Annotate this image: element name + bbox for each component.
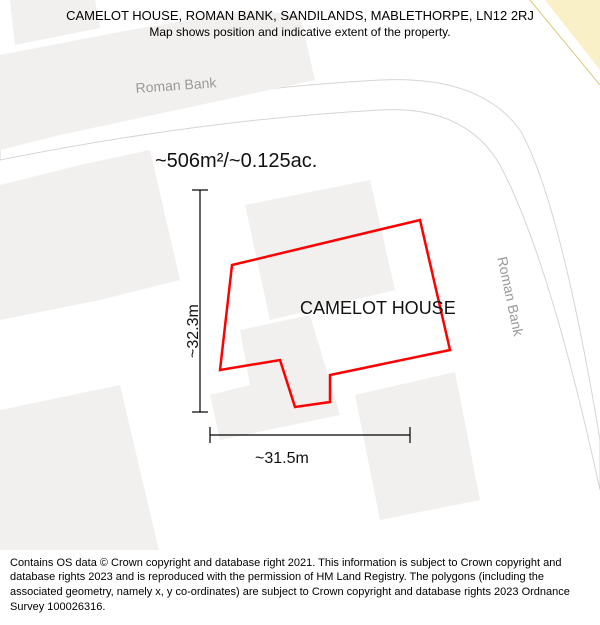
property-label: CAMELOT HOUSE (300, 298, 456, 319)
building (0, 150, 180, 320)
footer-text: Contains OS data © Crown copyright and d… (10, 557, 570, 614)
map-area: Roman BankRoman Bank ~506m²/~0.125ac. CA… (0, 0, 600, 625)
header-address: CAMELOT HOUSE, ROMAN BANK, SANDILANDS, M… (20, 8, 580, 23)
header-subtitle: Map shows position and indicative extent… (20, 25, 580, 39)
height-label: ~32.3m (185, 304, 203, 358)
building (210, 315, 340, 440)
footer: Contains OS data © Crown copyright and d… (0, 550, 600, 625)
header: CAMELOT HOUSE, ROMAN BANK, SANDILANDS, M… (0, 0, 600, 43)
building (355, 372, 480, 520)
width-label: ~31.5m (255, 450, 309, 468)
area-label: ~506m²/~0.125ac. (155, 150, 317, 173)
